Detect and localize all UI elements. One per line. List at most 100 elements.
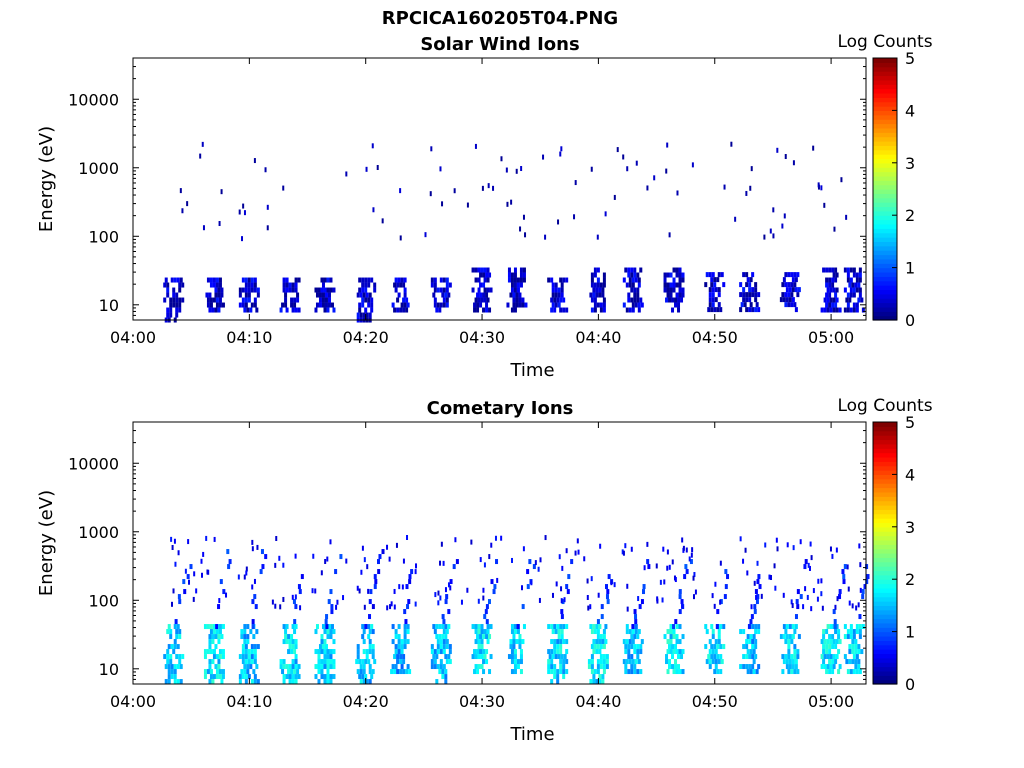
heatmap-cell <box>831 669 835 675</box>
colorbar-segment <box>873 666 897 672</box>
colorbar-segment <box>873 670 897 676</box>
heatmap-cell <box>433 287 437 293</box>
heatmap-cell <box>282 624 286 630</box>
heatmap-cell <box>630 664 634 670</box>
heatmap-cell <box>739 664 743 670</box>
heatmap-cell <box>389 604 392 610</box>
heatmap-cell <box>281 302 285 308</box>
heatmap-cell <box>510 282 514 288</box>
heatmap-cell <box>436 664 440 670</box>
heatmap-cell <box>548 654 552 660</box>
heatmap-cell <box>471 287 475 293</box>
heatmap-cell <box>846 292 850 298</box>
heatmap-cell <box>627 272 631 278</box>
colorbar-segment <box>873 184 897 190</box>
heatmap-cell <box>754 629 758 635</box>
heatmap-cell <box>758 584 762 590</box>
heatmap-cell <box>669 624 673 630</box>
heatmap-cell <box>215 277 219 283</box>
burst-column <box>547 559 574 685</box>
heatmap-cell <box>772 207 775 213</box>
colorbar-segment <box>873 241 897 247</box>
heatmap-cell <box>516 629 520 635</box>
heatmap-cell <box>279 659 283 665</box>
heatmap-cell <box>206 649 210 655</box>
heatmap-cell <box>593 297 597 303</box>
heatmap-cell <box>834 629 838 635</box>
heatmap-cell <box>397 634 401 640</box>
heatmap-cell <box>403 639 407 645</box>
heatmap-cell <box>250 654 254 660</box>
heatmap-cell <box>787 292 791 298</box>
heatmap-cell <box>246 307 250 313</box>
heatmap-cell <box>602 307 606 313</box>
heatmap-cell <box>167 679 171 685</box>
heatmap-cell <box>602 654 606 660</box>
heatmap-cell <box>521 639 525 645</box>
heatmap-cell <box>784 282 788 288</box>
heatmap-cell <box>716 669 720 675</box>
heatmap-cell <box>238 674 242 680</box>
heatmap-cell <box>666 272 670 278</box>
heatmap-cell <box>433 282 437 288</box>
heatmap-cell <box>559 307 563 313</box>
heatmap-cell <box>631 659 635 665</box>
heatmap-cell <box>834 292 838 298</box>
heatmap-cell <box>361 297 365 303</box>
heatmap-cell <box>488 554 491 560</box>
heatmap-cell <box>184 568 187 574</box>
heatmap-cell <box>430 644 434 650</box>
heatmap-cell <box>433 659 437 665</box>
heatmap-cell <box>550 277 554 283</box>
heatmap-cell <box>793 669 797 675</box>
heatmap-cell <box>400 639 404 645</box>
heatmap-cell <box>291 282 295 288</box>
heatmap-cell <box>550 639 554 645</box>
heatmap-cell <box>274 562 277 568</box>
heatmap-cell <box>217 292 221 298</box>
heatmap-cell <box>843 564 847 570</box>
heatmap-cell <box>713 669 717 675</box>
heatmap-cell <box>848 649 852 655</box>
heatmap-cell <box>846 629 850 635</box>
heatmap-cell <box>415 563 418 569</box>
heatmap-cell <box>719 599 723 605</box>
heatmap-cell <box>445 659 449 665</box>
heatmap-cell <box>602 282 606 288</box>
heatmap-cell <box>250 644 254 650</box>
heatmap-cell <box>474 297 478 303</box>
colorbar-segment <box>873 544 897 550</box>
heatmap-cell <box>291 659 295 665</box>
heatmap-cell <box>636 654 640 660</box>
heatmap-cell <box>750 614 754 620</box>
heatmap-cell <box>554 654 558 660</box>
heatmap-cell <box>745 282 749 288</box>
heatmap-cell <box>320 639 324 645</box>
heatmap-cell <box>669 634 673 640</box>
colorbar-segment <box>873 315 897 321</box>
colorbar-segment <box>873 631 897 637</box>
heatmap-cell <box>510 199 513 205</box>
heatmap-cell <box>530 580 533 586</box>
heatmap-cell <box>166 654 170 660</box>
heatmap-cell <box>521 585 524 591</box>
heatmap-cell <box>172 649 176 655</box>
heatmap-cell <box>447 609 451 615</box>
heatmap-cell <box>178 282 182 288</box>
heatmap-cell <box>176 664 180 670</box>
heatmap-cell <box>681 287 685 293</box>
heatmap-cell <box>164 277 168 283</box>
heatmap-cell <box>562 277 566 283</box>
heatmap-cell <box>365 654 369 660</box>
heatmap-cell <box>359 312 363 318</box>
heatmap-cell <box>394 649 398 655</box>
heatmap-cell <box>665 168 668 174</box>
heatmap-cell <box>261 564 265 570</box>
heatmap-cell <box>560 586 563 592</box>
heatmap-cell <box>674 302 678 308</box>
heatmap-cell <box>636 669 640 675</box>
heatmap-cell <box>522 272 526 278</box>
colorbar-segment <box>873 518 897 524</box>
heatmap-cell <box>829 297 833 303</box>
